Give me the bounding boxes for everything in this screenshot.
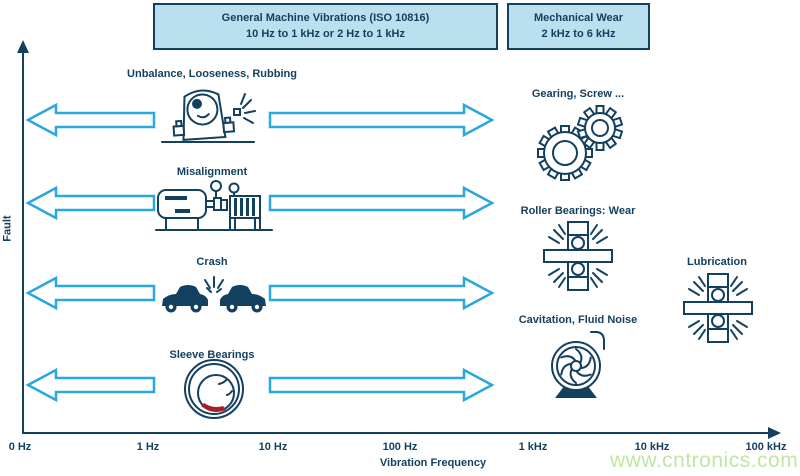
x-axis xyxy=(22,427,781,439)
motor-coupling-icon xyxy=(155,180,273,231)
x-tick-label: 10 Hz xyxy=(258,441,288,453)
car-crash-icon xyxy=(162,276,266,313)
header-box-range: 2 kHz to 6 kHz xyxy=(541,27,616,40)
y-axis-label: Fault xyxy=(1,215,14,242)
header-box-general-vibrations: General Machine Vibrations (ISO 10816) 1… xyxy=(153,3,498,50)
header-box-title: Mechanical Wear xyxy=(533,11,624,24)
left-range-arrow-icon xyxy=(25,185,156,221)
header-box-mechanical-wear: Mechanical Wear 2 kHz to 6 kHz xyxy=(507,3,650,50)
x-tick-label: 10 kHz xyxy=(634,441,670,453)
wear-item-label: Cavitation, Fluid Noise xyxy=(518,314,638,326)
wear-item-label: Roller Bearings: Wear xyxy=(520,205,636,217)
wear-item-label: Lubrication xyxy=(687,256,747,268)
x-tick-label: 100 Hz xyxy=(382,441,418,453)
x-tick-label: 100 kHz xyxy=(745,441,787,453)
pump-icon xyxy=(551,331,605,398)
y-axis xyxy=(17,40,29,434)
left-range-arrow-icon xyxy=(25,275,156,311)
right-range-arrow-icon xyxy=(268,102,495,138)
unbalanced-machine-icon xyxy=(161,89,256,143)
x-tick-label: 1 kHz xyxy=(518,441,548,453)
x-tick-label: 1 Hz xyxy=(136,441,160,453)
sleeve-bearing-icon xyxy=(184,359,244,419)
wear-item-label: Gearing, Screw ... xyxy=(531,88,625,100)
row-label: Sleeve Bearings xyxy=(169,349,255,361)
left-range-arrow-icon xyxy=(25,367,156,403)
roller-bearing-icon xyxy=(683,273,753,343)
header-box-title: General Machine Vibrations (ISO 10816) xyxy=(221,11,430,24)
header-box-range: 10 Hz to 1 kHz or 2 Hz to 1 kHz xyxy=(246,27,405,40)
row-label: Unbalance, Looseness, Rubbing xyxy=(127,68,297,80)
right-range-arrow-icon xyxy=(268,367,495,403)
x-tick-label: 0 Hz xyxy=(8,441,32,453)
x-axis-label: Vibration Frequency xyxy=(379,457,487,469)
left-range-arrow-icon xyxy=(25,102,156,138)
row-label: Crash xyxy=(196,256,228,268)
roller-bearing-icon xyxy=(543,221,613,291)
gears-icon xyxy=(537,105,624,181)
watermark: www.cntronics.com xyxy=(610,449,799,472)
right-range-arrow-icon xyxy=(268,275,495,311)
right-range-arrow-icon xyxy=(268,185,495,221)
row-label: Misalignment xyxy=(176,166,248,178)
